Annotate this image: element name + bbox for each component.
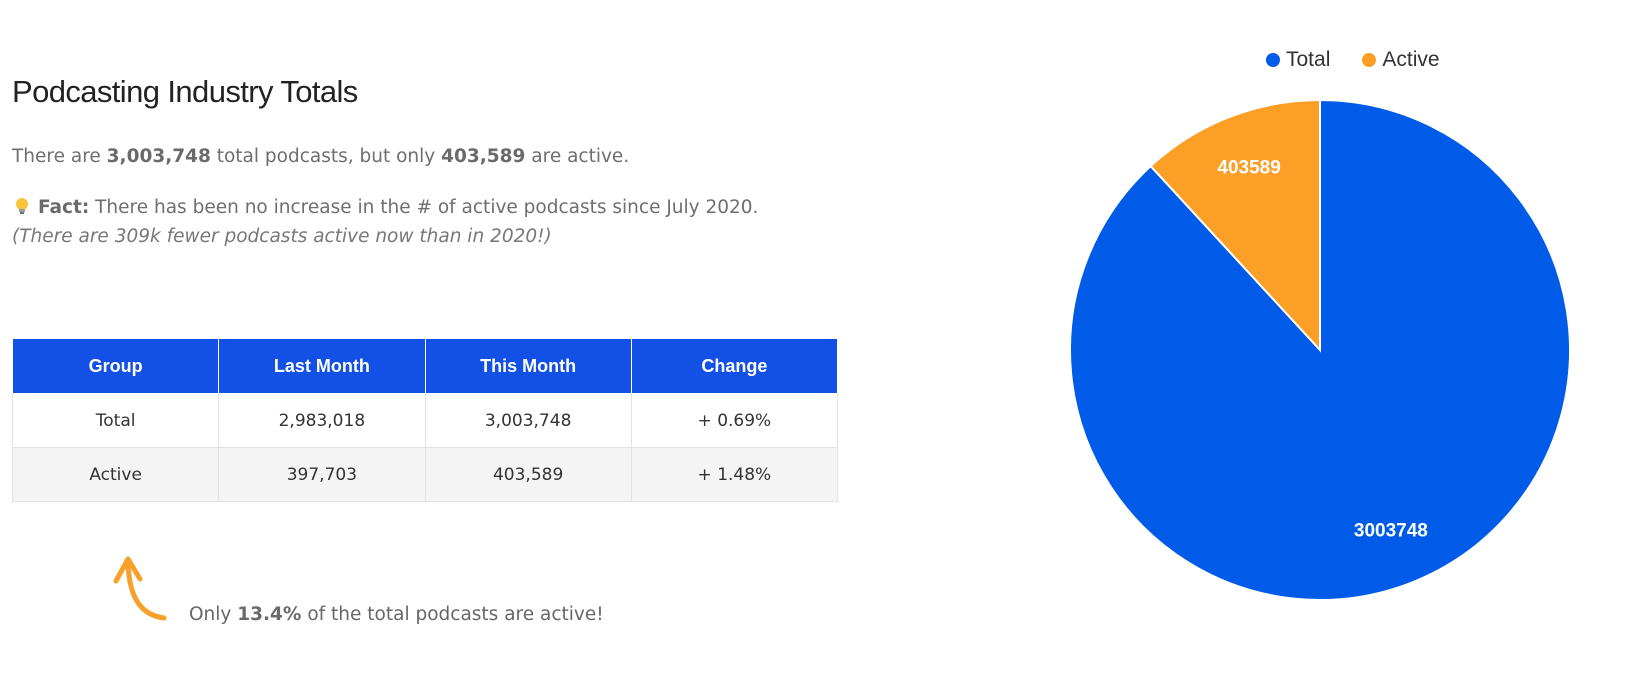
page-title: Podcasting Industry Totals <box>12 74 358 109</box>
cell-change: + 0.69% <box>630 393 839 448</box>
podcast-stats-table: Group Last Month This Month Change Total… <box>11 338 839 502</box>
pie-slice-active[interactable] <box>1149 98 1321 353</box>
cell-this-month: 3,003,748 <box>424 393 632 448</box>
lightbulb-icon <box>12 196 32 216</box>
summary-post: are active. <box>525 146 630 167</box>
header-this-month: This Month <box>424 338 632 394</box>
summary-total: 3,003,748 <box>106 146 211 167</box>
fact-body: There has been no increase in the # of a… <box>89 197 759 218</box>
table-row: Active 397,703 403,589 + 1.48% <box>11 447 839 502</box>
legend-item-active[interactable]: Active <box>1362 48 1440 72</box>
header-change: Change <box>630 338 839 394</box>
summary-mid: total podcasts, but only <box>210 146 442 167</box>
note-post: of the total podcasts are active! <box>301 604 604 625</box>
cell-last-month: 397,703 <box>218 447 426 502</box>
cell-change: + 1.48% <box>630 447 839 502</box>
fact-text: Fact: There has been no increase in the … <box>12 193 797 251</box>
legend-item-total[interactable]: Total <box>1266 48 1330 72</box>
header-last-month: Last Month <box>218 338 426 394</box>
legend-label-active: Active <box>1382 48 1440 71</box>
header-group: Group <box>11 338 220 394</box>
pie-chart: 3003748 403589 <box>1069 98 1571 601</box>
table-row: Total 2,983,018 3,003,748 + 0.69% <box>11 393 839 448</box>
fact-label: Fact: <box>38 197 90 218</box>
pie-label-active: 403589 <box>1217 157 1280 178</box>
cell-group: Total <box>11 393 220 448</box>
curved-arrow-icon <box>112 555 172 629</box>
summary-active: 403,589 <box>441 146 526 167</box>
legend-swatch-total <box>1266 53 1280 67</box>
fact-italic: (There are 309k fewer podcasts active no… <box>12 226 552 247</box>
active-share-note: Only 13.4% of the total podcasts are act… <box>189 604 604 625</box>
legend-swatch-active <box>1362 53 1377 67</box>
pie-label-total: 3003748 <box>1354 521 1428 542</box>
summary-pre: There are <box>12 146 107 167</box>
cell-group: Active <box>11 447 220 502</box>
cell-last-month: 2,983,018 <box>218 393 426 448</box>
chart-legend: Total Active <box>1266 48 1440 72</box>
note-pre: Only <box>189 604 238 625</box>
note-percent: 13.4% <box>237 604 302 625</box>
cell-this-month: 403,589 <box>424 447 632 502</box>
legend-label-total: Total <box>1286 48 1331 71</box>
table-header-row: Group Last Month This Month Change <box>11 338 839 394</box>
summary-text: There are 3,003,748 total podcasts, but … <box>12 145 812 169</box>
